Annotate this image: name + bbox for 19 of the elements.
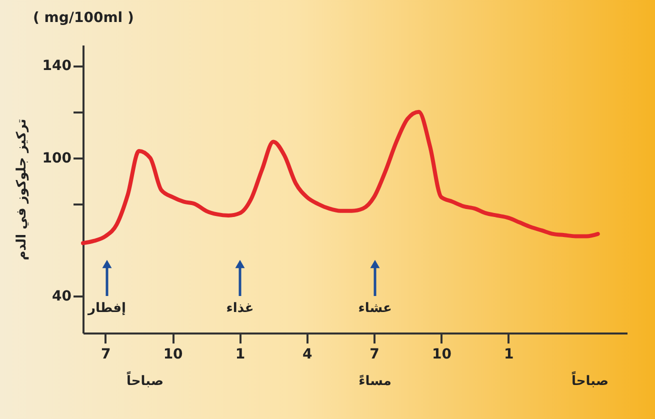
y-tick-label: 140	[42, 58, 72, 74]
x-tick-label: 7	[101, 346, 111, 362]
x-tick-label: 4	[302, 346, 312, 362]
annotation: غذاء	[226, 301, 254, 316]
x-tick-label: 1	[235, 346, 246, 362]
text: صباحاً	[126, 371, 164, 389]
x-tick-label: 10	[163, 346, 184, 362]
annotation: عشاء	[358, 301, 392, 316]
x-tick-label: 1	[504, 346, 514, 362]
text: مساءً	[358, 374, 392, 389]
y-axis-title: تركيز جلوكوز في الدم	[14, 118, 30, 260]
chart-title: ( mg/100ml )	[33, 10, 134, 26]
x-tick-label: 7	[370, 346, 380, 362]
line-series	[81, 110, 600, 246]
y-tick-label: 40	[52, 288, 72, 305]
text: صباحاً	[571, 371, 609, 389]
x-tick-label: 10	[432, 346, 452, 362]
y-tick-label: 100	[42, 150, 72, 166]
annotation: إفطار	[87, 301, 126, 316]
